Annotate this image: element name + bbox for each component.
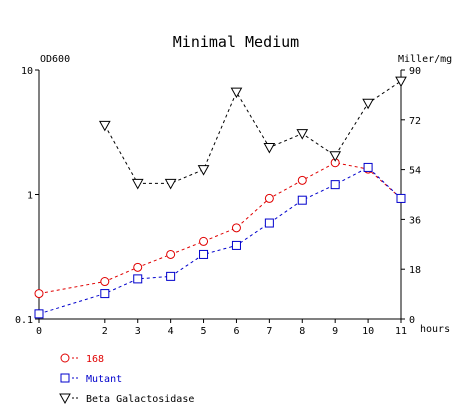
data-point (329, 151, 342, 162)
right-tick-label: 36 (409, 215, 421, 226)
data-point (396, 193, 406, 203)
right-tick-label: 90 (409, 66, 421, 77)
legend: 168 Mutant Beta Galactosidase (59, 353, 194, 405)
data-point (363, 162, 373, 172)
right-tick-label: 72 (409, 116, 421, 127)
data-point (362, 98, 374, 110)
data-point (199, 249, 209, 259)
data-point (231, 240, 241, 250)
data-point (395, 76, 407, 88)
legend-label: Beta Galactosidase (86, 394, 194, 405)
left-axis-label: OD600 (40, 54, 70, 65)
data-point (264, 193, 274, 203)
data-point (296, 129, 309, 140)
legend-label: 168 (86, 354, 104, 365)
left-axis-ticks: 10 1 0.1 (15, 66, 39, 326)
right-tick-label: 0 (409, 315, 415, 326)
data-point (133, 274, 143, 284)
data-point (34, 289, 44, 299)
series-mutant (34, 162, 406, 319)
data-point (164, 178, 177, 190)
legend-marker (60, 353, 70, 363)
legend-marker (60, 373, 70, 383)
data-point (98, 120, 111, 132)
x-axis-label: hours (420, 324, 450, 335)
legend-item-beta-galactosidase: Beta Galactosidase (59, 393, 194, 405)
legend-item-mutant: Mutant (60, 373, 122, 385)
x-tick-label: 9 (332, 326, 338, 337)
x-axis-ticks: 0 2 3 4 5 6 7 8 9 10 11 (36, 319, 407, 337)
legend-item-168: 168 (60, 353, 104, 365)
series-line (38, 166, 402, 315)
x-tick-label: 10 (362, 326, 374, 337)
series-line (38, 162, 402, 295)
data-point (100, 277, 110, 287)
x-tick-label: 2 (102, 326, 108, 337)
data-point (100, 289, 110, 299)
x-tick-label: 8 (299, 326, 305, 337)
data-point (264, 218, 274, 228)
data-point (231, 223, 241, 233)
left-tick-label: 0.1 (15, 315, 33, 326)
left-tick-label: 10 (21, 66, 33, 77)
data-point (297, 195, 307, 205)
data-point (34, 309, 44, 319)
x-tick-label: 7 (266, 326, 272, 337)
data-point (131, 178, 144, 190)
right-tick-label: 18 (409, 265, 421, 276)
series-line (104, 80, 402, 184)
series-beta-galactosidase (98, 76, 407, 190)
x-tick-label: 3 (135, 326, 141, 337)
legend-marker (59, 393, 71, 405)
right-tick-label: 54 (409, 166, 421, 177)
data-point (166, 271, 176, 281)
x-tick-label: 6 (233, 326, 239, 337)
chart-title: Minimal Medium (173, 33, 299, 51)
right-axis-label: Miller/mg (398, 54, 452, 65)
x-tick-label: 4 (168, 326, 174, 337)
data-point (330, 180, 340, 190)
data-point (133, 262, 143, 272)
data-point (263, 142, 276, 154)
right-axis-ticks: 90 72 54 36 18 0 (401, 66, 421, 326)
data-point (166, 249, 176, 259)
series-168 (34, 158, 406, 299)
x-tick-label: 11 (395, 326, 407, 337)
plot-area (34, 76, 407, 319)
data-point (297, 175, 307, 185)
x-tick-label: 0 (36, 326, 42, 337)
legend-label: Mutant (86, 374, 122, 385)
data-point (197, 165, 210, 176)
data-point (230, 87, 243, 99)
left-tick-label: 1 (27, 191, 33, 202)
data-point (199, 236, 209, 246)
x-tick-label: 5 (201, 326, 207, 337)
